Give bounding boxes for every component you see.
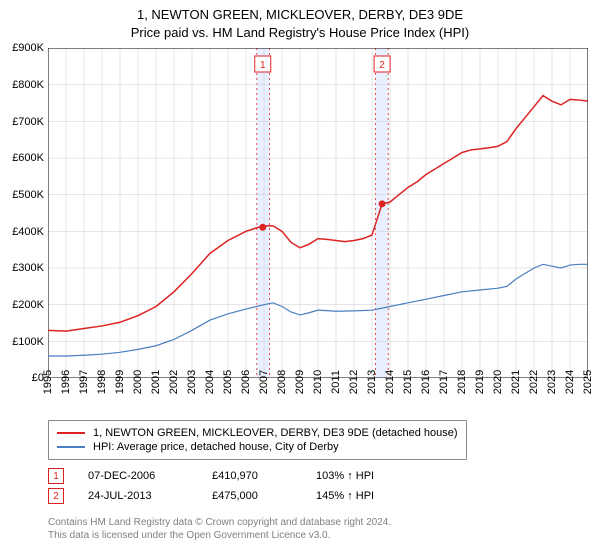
- y-tick-label: £200K: [12, 299, 44, 311]
- x-tick-label: 2011: [330, 371, 342, 395]
- legend-swatch: [57, 446, 85, 448]
- marker-date: 24-JUL-2013: [88, 490, 188, 502]
- legend-label: 1, NEWTON GREEN, MICKLEOVER, DERBY, DE3 …: [93, 427, 458, 439]
- x-tick-label: 2015: [402, 370, 414, 394]
- marker-price: £410,970: [212, 470, 292, 482]
- title-line-2: Price paid vs. HM Land Registry's House …: [0, 24, 600, 42]
- y-tick-label: £400K: [12, 226, 44, 238]
- x-tick-label: 2016: [420, 370, 432, 394]
- title-line-1: 1, NEWTON GREEN, MICKLEOVER, DERBY, DE3 …: [0, 6, 600, 24]
- title-block: 1, NEWTON GREEN, MICKLEOVER, DERBY, DE3 …: [0, 0, 600, 42]
- marker-note: 1 07-DEC-2006 £410,970 103% ↑ HPI: [48, 468, 600, 484]
- x-tick-label: 2023: [546, 370, 558, 394]
- x-tick-label: 2012: [348, 370, 360, 394]
- x-tick-label: 2008: [276, 370, 288, 394]
- marker-pct: 103% ↑ HPI: [316, 470, 374, 482]
- x-tick-label: 2000: [132, 370, 144, 394]
- x-tick-label: 2001: [150, 370, 162, 394]
- legend-item: 1, NEWTON GREEN, MICKLEOVER, DERBY, DE3 …: [57, 427, 458, 439]
- x-tick-label: 2022: [528, 370, 540, 394]
- y-tick-label: £100K: [12, 336, 44, 348]
- x-tick-label: 2003: [186, 370, 198, 394]
- marker-note: 2 24-JUL-2013 £475,000 145% ↑ HPI: [48, 488, 600, 504]
- marker-notes: 1 07-DEC-2006 £410,970 103% ↑ HPI 2 24-JUL-20…: [0, 464, 600, 508]
- y-tick-label: £500K: [12, 189, 44, 201]
- y-tick-label: £800K: [12, 79, 44, 91]
- marker-box-icon: 1: [48, 468, 64, 484]
- footer: Contains HM Land Registry data © Crown c…: [48, 516, 391, 542]
- legend-label: HPI: Average price, detached house, City…: [93, 441, 339, 453]
- chart: £0£100K£200K£300K£400K£500K£600K£700K£80…: [0, 48, 600, 422]
- x-tick-label: 2014: [384, 370, 396, 394]
- legend-item: HPI: Average price, detached house, City…: [57, 441, 458, 453]
- legend-swatch: [57, 432, 85, 434]
- x-tick-label: 2004: [204, 370, 216, 394]
- x-tick-label: 1999: [114, 370, 126, 394]
- x-tick-label: 2002: [168, 370, 180, 394]
- x-tick-label: 2017: [438, 370, 450, 394]
- y-tick-label: £900K: [12, 42, 44, 54]
- x-tick-label: 2019: [474, 370, 486, 394]
- x-tick-label: 1996: [60, 370, 72, 394]
- y-tick-label: £600K: [12, 152, 44, 164]
- x-tick-label: 2024: [564, 370, 576, 394]
- x-tick-label: 1995: [42, 370, 54, 394]
- legend: 1, NEWTON GREEN, MICKLEOVER, DERBY, DE3 …: [48, 420, 467, 460]
- footer-line-2: This data is licensed under the Open Gov…: [48, 529, 391, 542]
- x-tick-label: 2010: [312, 370, 324, 394]
- x-tick-label: 2020: [492, 370, 504, 394]
- marker-date: 07-DEC-2006: [88, 470, 188, 482]
- x-tick-label: 2007: [258, 370, 270, 394]
- y-axis: £0£100K£200K£300K£400K£500K£600K£700K£80…: [0, 48, 48, 378]
- y-tick-label: £700K: [12, 116, 44, 128]
- x-tick-label: 2009: [294, 370, 306, 394]
- x-tick-label: 1998: [96, 370, 108, 394]
- x-tick-label: 2013: [366, 370, 378, 394]
- marker-box-icon: 2: [48, 488, 64, 504]
- footer-line-1: Contains HM Land Registry data © Crown c…: [48, 516, 391, 529]
- x-tick-label: 2005: [222, 370, 234, 394]
- x-axis: 1995199619971998199920002001200220032004…: [48, 378, 588, 422]
- x-tick-label: 2006: [240, 370, 252, 394]
- x-tick-label: 1997: [78, 370, 90, 394]
- x-tick-label: 2021: [510, 370, 522, 394]
- svg-text:2: 2: [379, 60, 385, 71]
- marker-price: £475,000: [212, 490, 292, 502]
- svg-text:1: 1: [260, 60, 266, 71]
- x-tick-label: 2018: [456, 370, 468, 394]
- chart-container: 1, NEWTON GREEN, MICKLEOVER, DERBY, DE3 …: [0, 0, 600, 560]
- x-tick-label: 2025: [582, 370, 594, 394]
- y-tick-label: £300K: [12, 262, 44, 274]
- plot-area: 12: [48, 48, 588, 378]
- marker-pct: 145% ↑ HPI: [316, 490, 374, 502]
